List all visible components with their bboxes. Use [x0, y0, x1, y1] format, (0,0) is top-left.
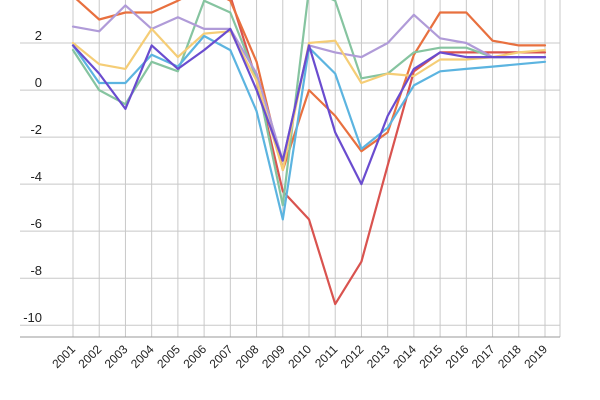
x-tick-label: 2015 — [416, 342, 445, 371]
x-tick-label: 2001 — [49, 342, 78, 371]
series-layer — [71, 0, 547, 306]
y-tick-label: 0 — [35, 75, 42, 90]
y-tick-label: -8 — [30, 263, 42, 278]
y-tick-label: 2 — [35, 28, 42, 43]
y-tick-labels: 420-2-4-6-8-10 — [23, 28, 42, 325]
x-tick-label: 2004 — [128, 342, 157, 371]
x-tick-label: 2019 — [521, 342, 550, 371]
x-tick-label: 2013 — [364, 342, 393, 371]
x-tick-label: 2014 — [390, 342, 419, 371]
x-tick-label: 2006 — [180, 342, 209, 371]
y-tick-label: -2 — [30, 122, 42, 137]
x-tick-label: 2017 — [469, 342, 498, 371]
x-tick-label: 2016 — [443, 342, 472, 371]
x-tick-label: 2011 — [312, 342, 340, 370]
x-tick-label: 2009 — [259, 342, 288, 371]
x-tick-label: 2008 — [233, 342, 262, 371]
x-tick-label: 2010 — [285, 342, 314, 371]
x-tick-labels: 2001200220032004200520062007200820092010… — [49, 342, 550, 371]
x-tick-label: 2003 — [102, 342, 131, 371]
y-tick-label: -4 — [30, 169, 42, 184]
x-tick-label: 2007 — [207, 342, 236, 371]
y-tick-label: -6 — [30, 216, 42, 231]
x-tick-label: 2018 — [495, 342, 524, 371]
y-tick-label: -10 — [23, 310, 42, 325]
x-tick-label: 2012 — [338, 342, 367, 371]
x-tick-label: 2002 — [76, 342, 105, 371]
x-tick-label: 2005 — [154, 342, 183, 371]
